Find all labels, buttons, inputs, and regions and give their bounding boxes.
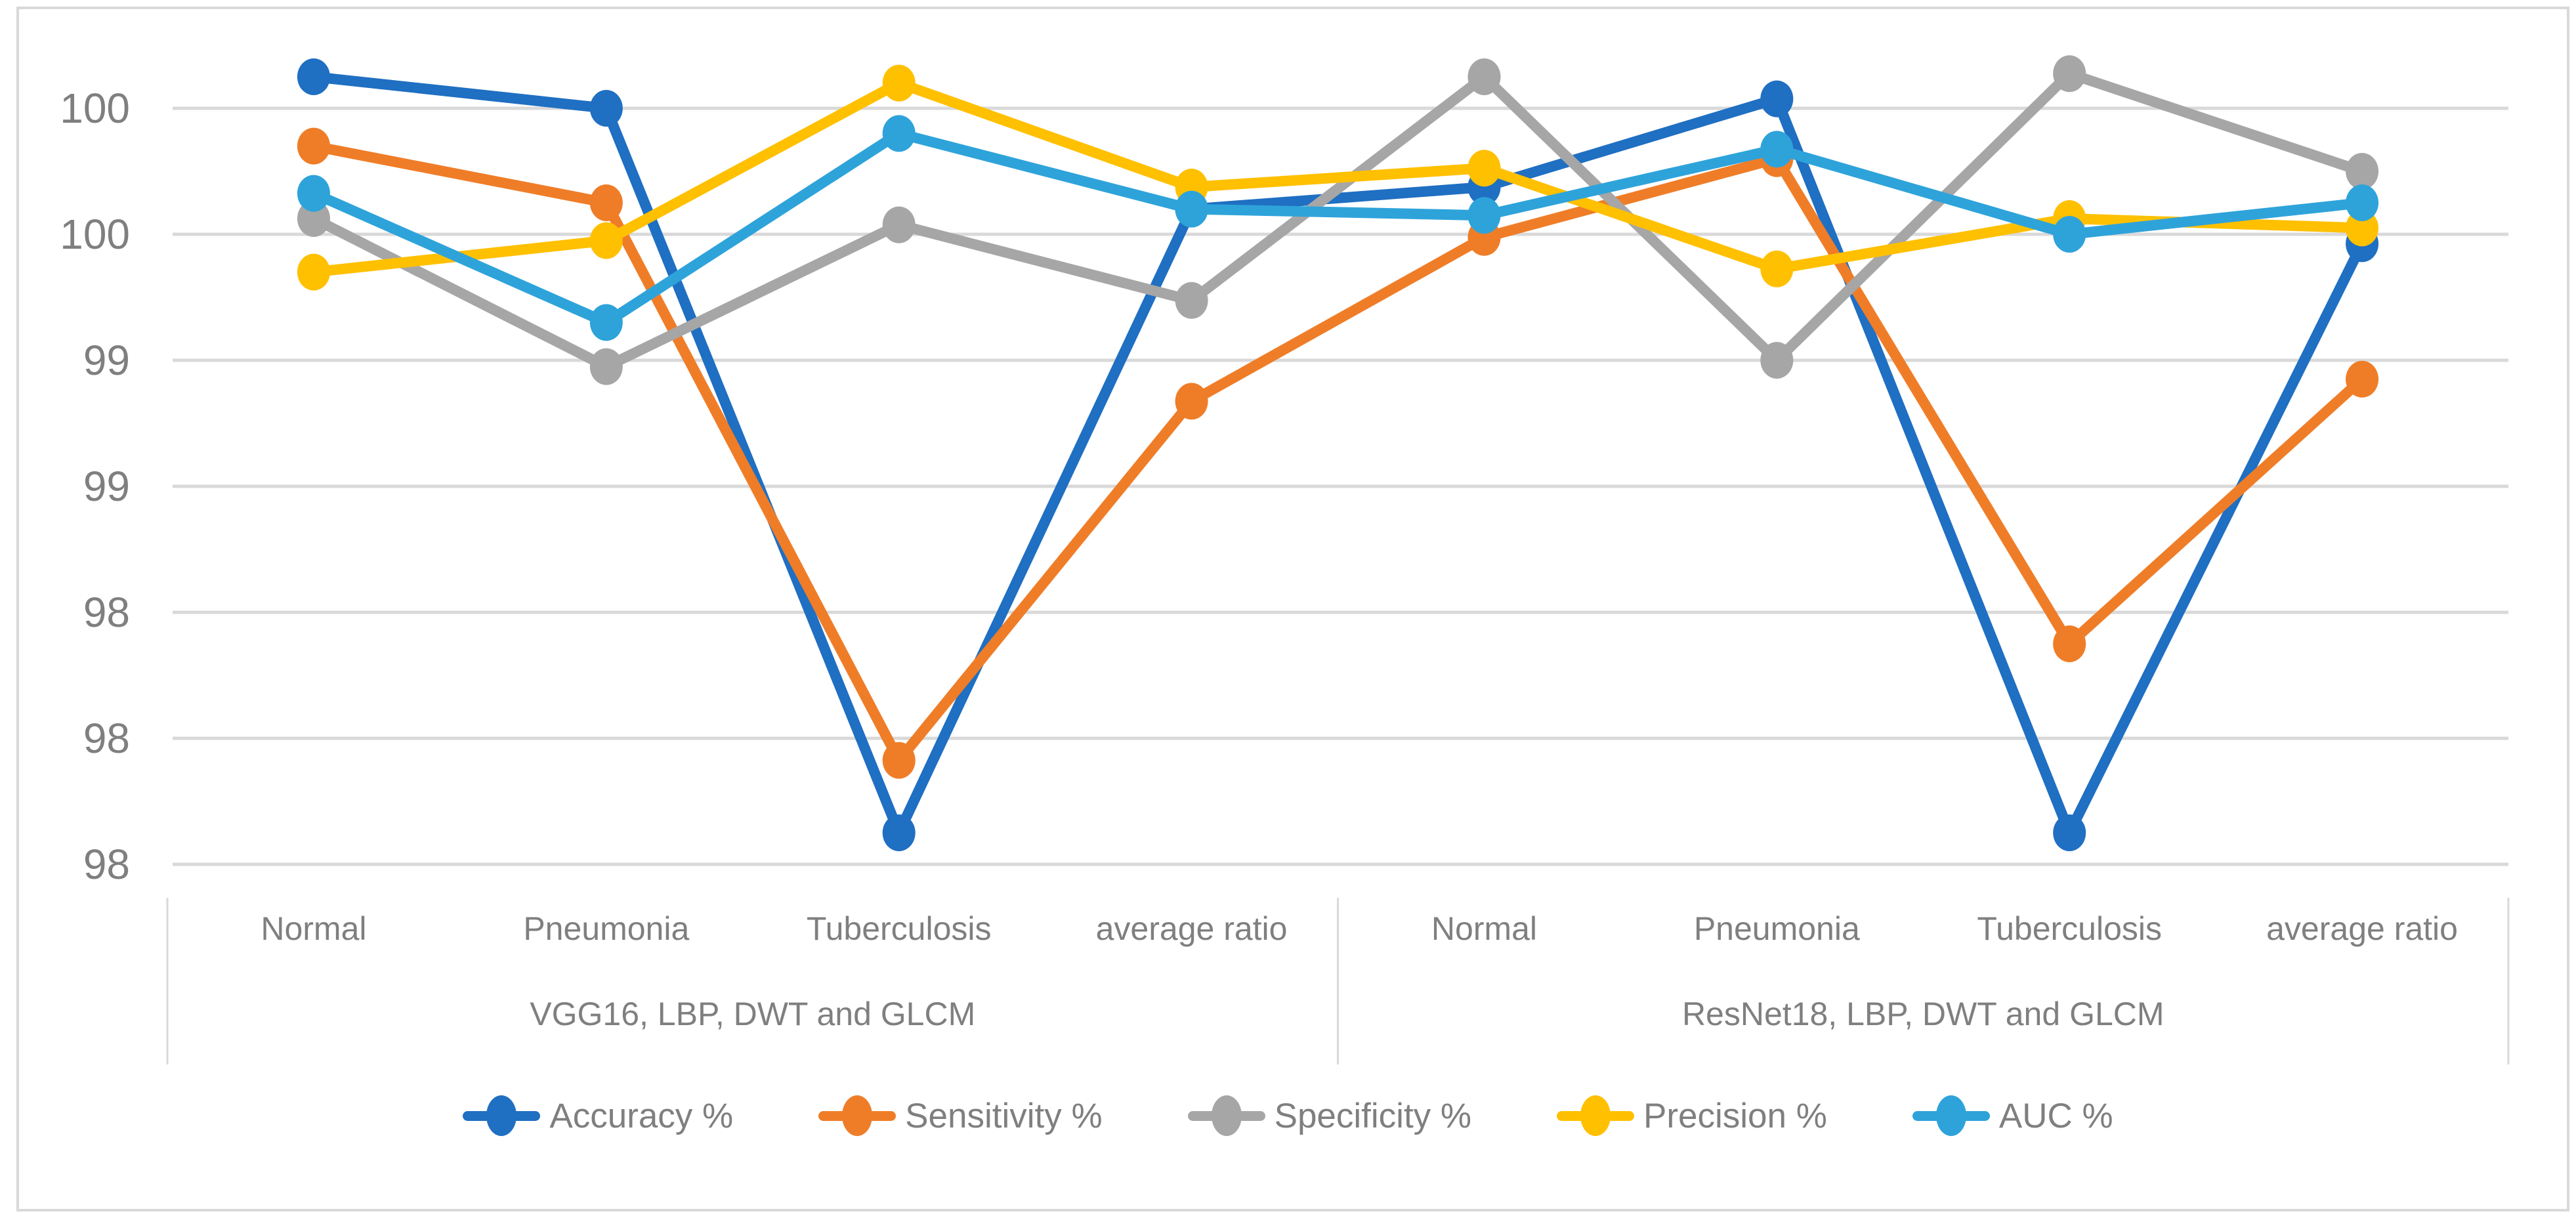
data-point-marker: [1467, 58, 1501, 95]
y-axis-tick-label: 98: [83, 841, 130, 888]
data-point-marker: [1760, 342, 1794, 379]
data-point-marker: [882, 742, 916, 779]
legend-label-accuracy: Accuracy %: [549, 1096, 734, 1135]
series-line-precision-: [308, 77, 2368, 278]
y-axis-tick-label: 100: [60, 211, 130, 258]
series-line-accuracy-: [308, 72, 2368, 838]
data-point-marker: [297, 127, 330, 165]
category-label: Pneumonia: [523, 910, 689, 947]
data-point-marker: [1760, 131, 1794, 168]
accuracy-line-marker-icon: [463, 1095, 541, 1137]
data-point-marker: [2053, 625, 2086, 662]
category-group-label: ResNet18, LBP, DWT and GLCM: [1682, 996, 2164, 1032]
y-axis-tick-label: 99: [83, 463, 130, 510]
y-axis-tick-label: 100: [60, 85, 130, 132]
category-label: average ratio: [1096, 910, 1288, 947]
category-label: Tuberculosis: [807, 910, 992, 947]
data-point-marker: [297, 175, 330, 212]
data-point-marker: [589, 90, 623, 127]
legend-item-accuracy: Accuracy %: [463, 1095, 733, 1137]
legend-item-precision: Precision %: [1557, 1095, 1827, 1137]
data-point-marker: [297, 58, 330, 95]
series-line-specificity-: [308, 68, 2368, 372]
data-point-marker: [2346, 360, 2379, 398]
data-point-marker: [2053, 216, 2086, 253]
data-point-marker: [1175, 282, 1208, 319]
legend: Accuracy % Sensitivity % Specificity % P…: [0, 1095, 2576, 1137]
data-point-marker: [2346, 209, 2379, 247]
data-point-marker: [1760, 250, 1794, 287]
data-point-marker: [1467, 197, 1501, 234]
data-point-marker: [882, 206, 916, 243]
legend-label-sensitivity: Sensitivity %: [905, 1096, 1103, 1135]
data-point-marker: [1467, 150, 1501, 187]
category-group-label: VGG16, LBP, DWT and GLCM: [530, 996, 975, 1032]
legend-item-specificity: Specificity %: [1187, 1095, 1472, 1137]
y-axis-tick-label: 99: [83, 337, 130, 384]
legend-label-auc: AUC %: [1998, 1096, 2113, 1135]
precision-line-marker-icon: [1557, 1095, 1635, 1137]
data-point-marker: [589, 348, 623, 385]
series-line-auc-: [308, 128, 2368, 328]
category-label: average ratio: [2266, 910, 2458, 947]
data-point-marker: [882, 814, 916, 851]
data-point-marker: [882, 64, 916, 102]
data-point-marker: [2346, 153, 2379, 190]
specificity-line-marker-icon: [1187, 1095, 1265, 1137]
data-point-marker: [297, 253, 330, 291]
legend-item-auc: AUC %: [1912, 1095, 2113, 1137]
y-axis-tick-label: 98: [83, 589, 130, 636]
legend-item-sensitivity: Sensitivity %: [818, 1095, 1103, 1137]
category-label: Pneumonia: [1694, 910, 1860, 947]
legend-label-precision: Precision %: [1643, 1096, 1827, 1135]
data-point-marker: [882, 115, 916, 152]
data-point-marker: [1175, 383, 1208, 420]
category-label: Normal: [1431, 910, 1537, 947]
data-point-marker: [1760, 80, 1794, 117]
data-point-marker: [1175, 190, 1208, 228]
data-point-marker: [2346, 184, 2379, 221]
category-label: Normal: [261, 910, 366, 947]
legend-label-specificity: Specificity %: [1274, 1096, 1472, 1135]
auc-line-marker-icon: [1912, 1095, 1990, 1137]
data-point-marker: [2053, 55, 2086, 93]
sensitivity-line-marker-icon: [818, 1095, 897, 1137]
y-axis-tick-label: 98: [83, 715, 130, 762]
data-point-marker: [589, 184, 623, 221]
data-point-marker: [2053, 814, 2086, 851]
data-point-marker: [589, 222, 623, 259]
category-label: Tuberculosis: [1977, 910, 2162, 947]
data-point-marker: [589, 304, 623, 341]
data-point-marker: [297, 200, 330, 237]
